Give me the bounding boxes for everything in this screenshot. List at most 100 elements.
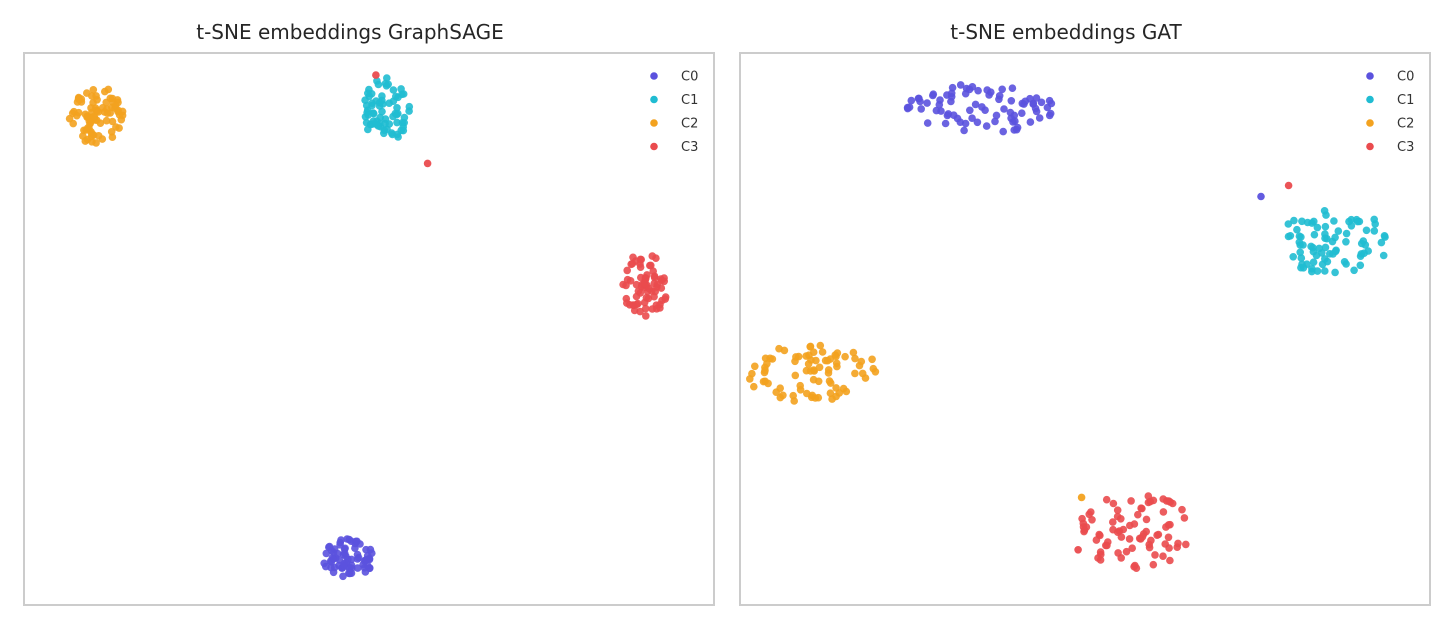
data-point (1310, 230, 1319, 239)
data-point (340, 559, 349, 568)
data-point (1088, 516, 1096, 524)
data-point (1130, 520, 1139, 528)
data-point (102, 116, 111, 125)
series-C0 (320, 535, 376, 581)
data-point (1082, 523, 1091, 531)
data-point (826, 379, 835, 387)
data-point (1289, 252, 1297, 261)
gat-panel: t-SNE embeddings GAT C0 C1 C2 C3 (716, 0, 1431, 630)
data-point (1146, 497, 1155, 506)
data-point (1331, 268, 1339, 277)
data-point (399, 126, 408, 135)
data-point (1151, 551, 1159, 559)
data-point (871, 368, 880, 376)
outlier-point (1074, 546, 1082, 554)
data-point (1153, 531, 1161, 539)
data-point (1166, 520, 1174, 529)
legend-marker (1366, 95, 1374, 104)
legend-label: C3 (681, 140, 698, 155)
data-point (1102, 495, 1111, 504)
data-point (983, 86, 991, 94)
data-point (991, 117, 999, 126)
data-point (366, 545, 375, 554)
data-point (1293, 225, 1301, 234)
data-point (1113, 528, 1122, 536)
data-point (1182, 540, 1190, 549)
data-point (833, 349, 842, 357)
data-point (851, 354, 859, 363)
legend-marker (650, 119, 658, 127)
legend-marker (1366, 119, 1374, 127)
outlier-point (1257, 192, 1265, 201)
data-point (627, 260, 635, 269)
data-point (1127, 497, 1135, 505)
data-point (94, 132, 103, 140)
data-point (826, 389, 835, 398)
data-point (1031, 104, 1040, 113)
data-point (1362, 226, 1371, 235)
data-point (1323, 257, 1332, 266)
data-point (1045, 111, 1054, 120)
data-point (1315, 244, 1323, 253)
data-point (1321, 267, 1329, 275)
legend-label: C1 (681, 93, 698, 108)
data-point (772, 388, 780, 397)
data-point (1297, 254, 1306, 262)
data-point (956, 81, 965, 89)
data-point (1159, 552, 1167, 560)
data-point (1298, 260, 1306, 269)
legend-marker (1366, 142, 1374, 151)
data-point (809, 375, 818, 384)
data-point (394, 133, 402, 141)
data-point (397, 85, 405, 93)
data-point (1164, 533, 1173, 542)
chart-title: t-SNE embeddings GraphSAGE (196, 20, 504, 44)
outlier-point (1284, 181, 1293, 190)
data-point (1010, 126, 1018, 134)
data-point (1356, 261, 1365, 270)
data-point (982, 122, 991, 130)
data-point (824, 366, 833, 374)
data-point (1290, 216, 1298, 225)
legend-marker (650, 142, 658, 151)
data-point (1381, 233, 1389, 241)
data-point (1284, 220, 1293, 228)
data-point (643, 271, 651, 279)
data-point (353, 564, 362, 572)
legend-label: C2 (1397, 117, 1414, 132)
data-point (1347, 222, 1356, 230)
data-point (648, 252, 657, 260)
data-point (661, 295, 669, 303)
data-point (1018, 109, 1026, 117)
data-point (1360, 249, 1368, 257)
data-point (1321, 230, 1329, 238)
data-point (378, 92, 386, 100)
data-point (806, 343, 814, 351)
data-point (389, 86, 398, 94)
data-point (1000, 105, 1008, 113)
data-point (1322, 211, 1330, 219)
data-point (1331, 233, 1339, 242)
data-point (83, 124, 92, 132)
data-point (815, 363, 824, 372)
data-point (365, 564, 374, 573)
data-point (1313, 223, 1322, 232)
data-point (1035, 114, 1044, 122)
data-point (111, 101, 120, 110)
data-point (1078, 514, 1086, 523)
data-point (779, 391, 787, 400)
data-point (1166, 556, 1174, 565)
data-point (812, 356, 820, 365)
data-point (849, 348, 858, 357)
data-point (948, 83, 957, 92)
data-point (400, 113, 409, 122)
data-point (935, 100, 944, 109)
data-point (656, 304, 664, 312)
data-point (108, 133, 117, 141)
data-point (81, 137, 90, 145)
data-point (796, 381, 804, 390)
data-point (650, 279, 659, 288)
data-point (1145, 543, 1154, 552)
legend-label: C2 (681, 117, 698, 132)
data-point (380, 129, 388, 138)
